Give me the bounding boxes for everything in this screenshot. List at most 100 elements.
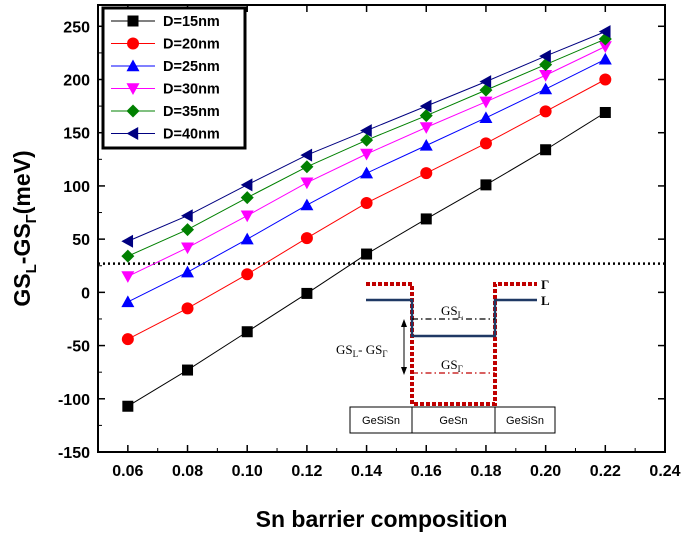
legend-label: D=35nm [163, 104, 220, 120]
legend-entry: D=15nm [111, 14, 220, 30]
y-title-part: GS [9, 273, 35, 306]
data-point [479, 137, 492, 150]
data-point [419, 109, 433, 123]
data-point [300, 232, 313, 245]
data-point [599, 106, 611, 118]
data-point [599, 73, 612, 86]
data-point [126, 83, 140, 95]
x-tick-label: 0.22 [590, 463, 621, 480]
legend-label: D=20nm [163, 37, 220, 53]
y-tick-label: 150 [63, 126, 90, 143]
legend-label: D=40nm [163, 127, 220, 143]
gsg-base: GS [441, 357, 458, 372]
x-tick-label: 0.14 [351, 463, 382, 480]
l-band-profile [366, 298, 537, 338]
data-point [360, 196, 373, 209]
layer-label: GeSiSn [362, 415, 400, 427]
y-tick-label: 200 [63, 73, 90, 90]
data-point [182, 364, 194, 376]
data-point [360, 166, 374, 179]
y-tick-label: -150 [58, 445, 90, 462]
x-tick-label: 0.18 [470, 463, 501, 480]
l-label: L [541, 293, 550, 308]
layer-label: GeSiSn [506, 415, 544, 427]
data-point [300, 177, 314, 190]
legend-entry: D=20nm [111, 37, 220, 53]
legend: D=15nm D=20nm D=25nm D=30nm D=35nm D=40nm [101, 6, 247, 150]
legend-label: D=15nm [163, 14, 220, 30]
data-point [181, 242, 195, 255]
data-point [127, 15, 139, 27]
y-title-sub: L [23, 264, 40, 273]
legend-label: D=30nm [163, 82, 220, 98]
data-point [300, 198, 314, 211]
series-D=15nm [122, 106, 611, 412]
data-point [419, 138, 433, 151]
data-point [181, 302, 194, 315]
y-title-part: -GS [9, 223, 35, 264]
data-point [360, 148, 374, 161]
diff-a-sub: L [353, 349, 359, 359]
legend-box [101, 6, 247, 150]
layer-box [411, 406, 496, 434]
data-point [240, 210, 254, 223]
legend-entry: D=35nm [111, 104, 220, 120]
data-point [121, 271, 135, 283]
series-D=30nm [121, 41, 612, 283]
data-point [121, 295, 135, 308]
data-point [539, 49, 551, 63]
data-point [240, 232, 254, 245]
x-tick-label: 0.10 [232, 463, 263, 480]
data-point [126, 127, 139, 140]
arrow-head-down [401, 367, 407, 375]
diff-b: - GS [358, 342, 382, 357]
gsg-sub: Γ [458, 364, 463, 374]
data-point [240, 191, 254, 205]
series-D=20nm [121, 73, 612, 346]
data-point [539, 82, 553, 95]
gsg-label: GSΓ [441, 357, 463, 374]
series-D=25nm [121, 52, 612, 308]
legend-entry: D=25nm [111, 59, 220, 75]
data-point [181, 209, 193, 223]
y-tick-label: -100 [58, 392, 90, 409]
data-point [126, 59, 140, 72]
layer-box [494, 406, 556, 434]
data-point [598, 25, 611, 39]
y-title-sub: Γ [23, 214, 40, 223]
plot-frame [97, 4, 666, 453]
series-D=40nm [121, 25, 611, 248]
data-point [121, 249, 135, 263]
x-tick-label: 0.08 [172, 463, 203, 480]
x-tick-label: 0.20 [530, 463, 561, 480]
gamma-band-profile [366, 282, 537, 406]
data-point [419, 122, 433, 134]
x-axis-title: Sn barrier composition [256, 506, 508, 532]
series-group [121, 25, 612, 412]
data-point [181, 265, 195, 278]
data-point [300, 160, 314, 174]
data-point [479, 75, 492, 89]
y-tick-label: 50 [72, 232, 90, 249]
data-point [181, 223, 195, 237]
data-point [361, 248, 373, 260]
data-point [420, 167, 433, 180]
gsl-sub: L [458, 310, 464, 320]
x-tick-label: 0.24 [649, 463, 680, 480]
data-point [598, 52, 612, 65]
data-point [540, 144, 552, 156]
data-point [241, 326, 253, 338]
difference-label: GSL- GSΓ [336, 342, 388, 359]
gsl-label: GSL [441, 303, 463, 320]
data-point [480, 179, 492, 191]
data-point [121, 234, 134, 248]
data-point [301, 287, 313, 299]
gamma-label: Γ [541, 277, 549, 292]
data-point [598, 41, 612, 54]
layer-label: GeSn [439, 415, 467, 427]
data-point [126, 104, 140, 118]
data-point [539, 105, 552, 118]
diff-b-sub: Γ [382, 349, 387, 359]
x-tick-label: 0.12 [291, 463, 322, 480]
